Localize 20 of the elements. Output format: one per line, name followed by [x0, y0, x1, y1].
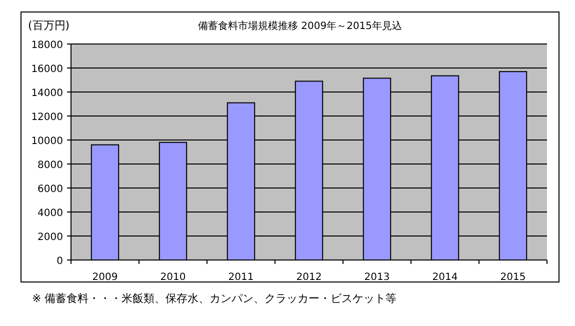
y-tick-label: 16000 — [31, 64, 63, 75]
y-tick-label: 2000 — [38, 232, 63, 243]
x-tick-label: 2014 — [432, 272, 458, 283]
y-tick-label: 4000 — [38, 208, 63, 219]
y-tick-label: 10000 — [31, 136, 63, 147]
y-tick-label: 6000 — [38, 184, 63, 195]
y-tick-label: 0 — [56, 256, 63, 267]
y-axis-title: (百万円) — [28, 19, 70, 32]
x-tick-label: 2012 — [296, 272, 322, 283]
x-tick-label: 2013 — [364, 272, 390, 283]
x-tick-label: 2009 — [92, 272, 118, 283]
y-tick-label: 18000 — [31, 40, 63, 51]
y-tick-label: 14000 — [31, 88, 63, 99]
text: ※ 備蓄食料・・・米飯類、保存水、カンパン、クラッカー・ビスケット等 — [32, 292, 397, 305]
x-tick-label: 2011 — [228, 272, 254, 283]
x-tick-label: 2015 — [500, 272, 526, 283]
y-tick-label: 8000 — [38, 160, 63, 171]
chart-title: 備蓄食料市場規模推移 2009年～2015年見込 — [198, 20, 402, 32]
x-tick-label: 2010 — [160, 272, 186, 283]
y-tick-label: 12000 — [31, 112, 63, 123]
